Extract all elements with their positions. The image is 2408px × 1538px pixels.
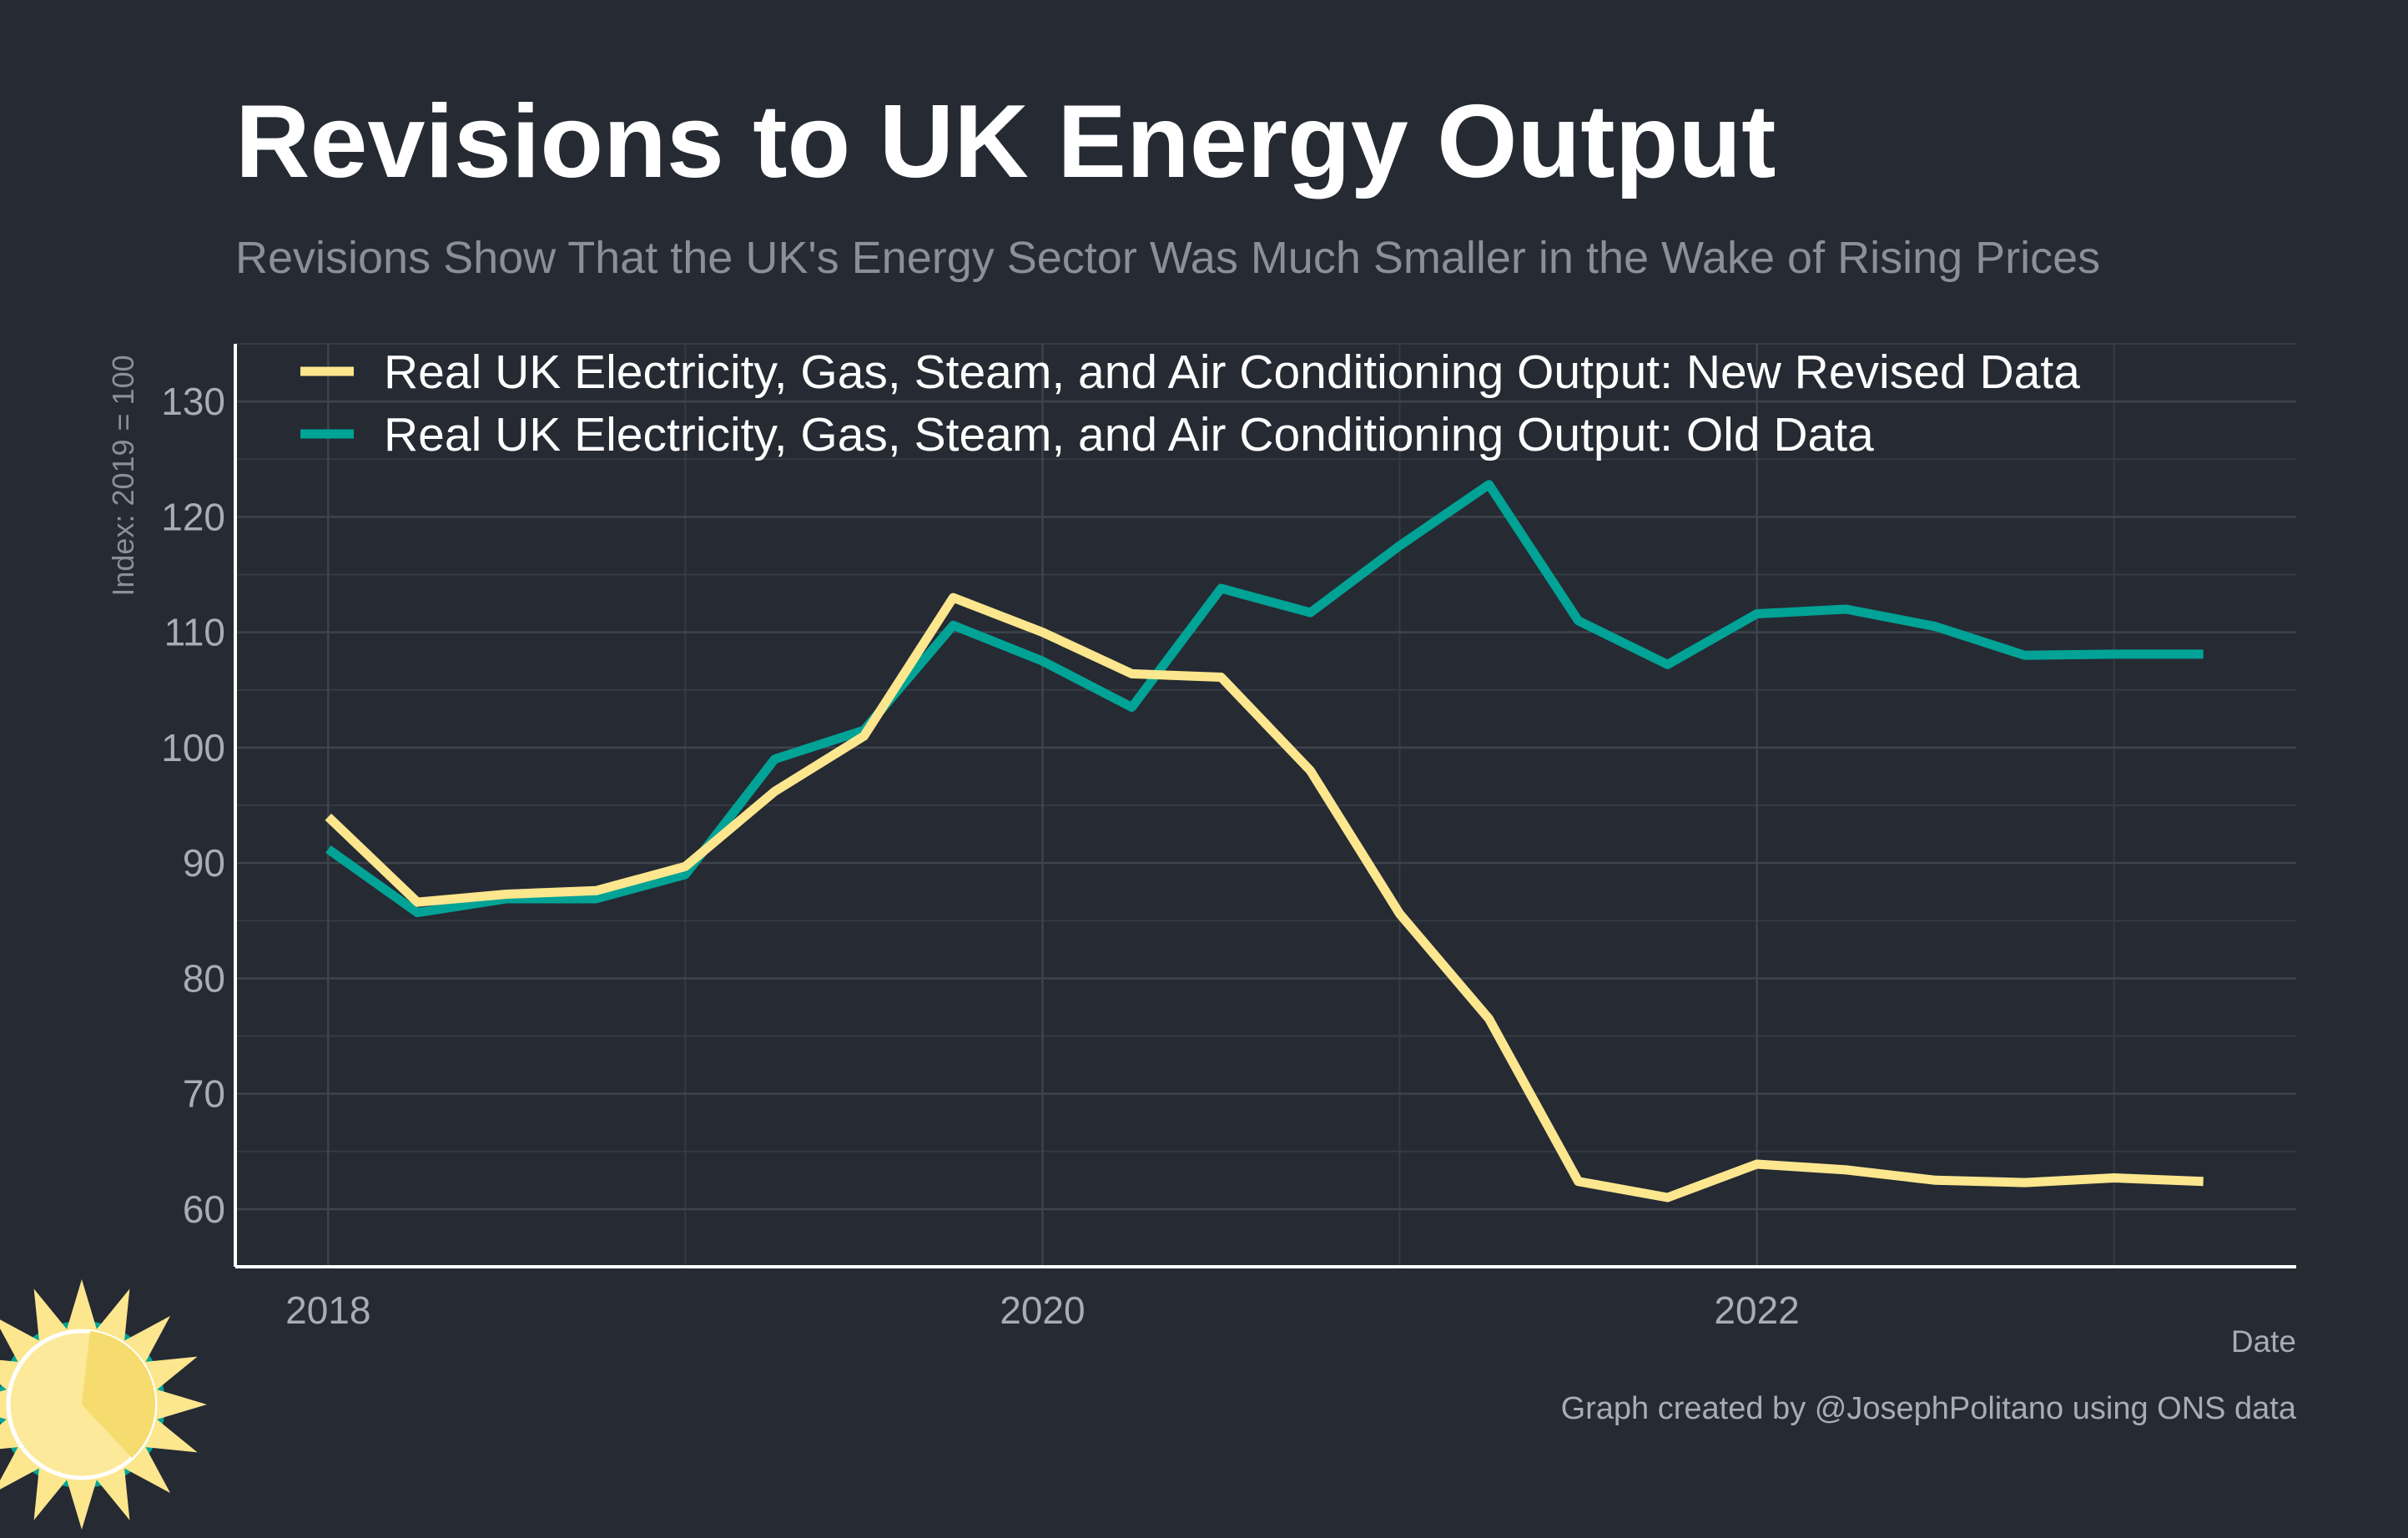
legend-label: Real UK Electricity, Gas, Steam, and Air… bbox=[384, 345, 2080, 399]
y-axis-label: Index: 2019 = 100 bbox=[106, 355, 140, 596]
y-tick-label: 130 bbox=[161, 380, 225, 423]
series-lines bbox=[325, 480, 2204, 1203]
sun-logo-icon bbox=[0, 1279, 207, 1530]
x-tick-label: 2022 bbox=[1714, 1288, 1799, 1332]
x-tick-label: 2020 bbox=[1000, 1288, 1085, 1332]
axes bbox=[234, 344, 2296, 1268]
legend-label: Real UK Electricity, Gas, Steam, and Air… bbox=[384, 408, 1874, 461]
grid-major bbox=[235, 344, 2296, 1267]
y-tick-label: 70 bbox=[183, 1072, 225, 1116]
y-tick-label: 100 bbox=[161, 726, 225, 769]
series-line-new-revised bbox=[325, 593, 2204, 1203]
y-tick-label: 120 bbox=[161, 495, 225, 538]
logo-sun-shade bbox=[82, 1331, 156, 1458]
y-tick-label: 90 bbox=[183, 841, 225, 885]
x-axis-label: Date bbox=[2231, 1324, 2296, 1359]
y-tick-labels: 60 70 80 90 100 110 120 130 bbox=[161, 380, 225, 1231]
x-tick-label: 2018 bbox=[285, 1288, 370, 1332]
y-tick-label: 110 bbox=[164, 611, 225, 654]
x-tick-labels: 2018 2020 2022 bbox=[285, 1288, 1800, 1332]
series-line-old bbox=[325, 480, 2204, 918]
y-tick-label: 60 bbox=[183, 1188, 225, 1231]
caption: Graph created by @JosephPolitano using O… bbox=[1561, 1391, 2297, 1426]
chart-title: Revisions to UK Energy Output bbox=[235, 84, 1776, 199]
chart-subtitle: Revisions Show That the UK's Energy Sect… bbox=[235, 233, 2101, 283]
grid-minor bbox=[235, 343, 2296, 1268]
legend: Real UK Electricity, Gas, Steam, and Air… bbox=[300, 345, 2080, 461]
y-tick-label: 80 bbox=[183, 956, 225, 1000]
